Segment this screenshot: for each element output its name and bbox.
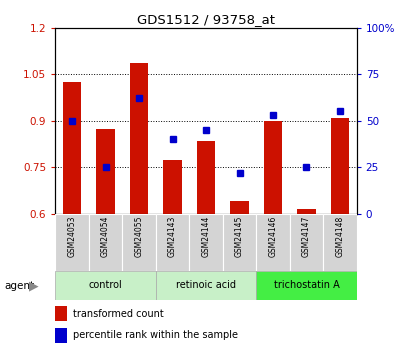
Bar (63, 82, 81, 214)
Bar (55, 271, 155, 300)
Bar (196, 141, 215, 214)
Bar (256, 214, 289, 271)
Text: GSM24145: GSM24145 (234, 216, 243, 257)
Bar (130, 63, 148, 214)
Bar (163, 159, 181, 214)
Bar (155, 271, 256, 300)
Bar (55, 306, 67, 321)
Bar (256, 271, 356, 300)
Text: ▶: ▶ (29, 279, 38, 292)
Title: GDS1512 / 93758_at: GDS1512 / 93758_at (137, 13, 274, 27)
Text: GSM24143: GSM24143 (168, 216, 177, 257)
Bar (96, 128, 115, 214)
Text: GSM24053: GSM24053 (67, 216, 76, 257)
Bar (230, 201, 248, 214)
Text: GSM24054: GSM24054 (101, 216, 110, 257)
Text: GSM24055: GSM24055 (134, 216, 143, 257)
Bar (55, 214, 89, 271)
Bar (330, 118, 348, 214)
Text: trichostatin A: trichostatin A (273, 280, 339, 290)
Bar (55, 328, 67, 343)
Text: GSM24146: GSM24146 (268, 216, 277, 257)
Bar (122, 214, 155, 271)
Bar (297, 209, 315, 214)
Text: agent: agent (4, 281, 34, 290)
Text: GSM24148: GSM24148 (335, 216, 344, 257)
Bar (322, 214, 356, 271)
Bar (263, 121, 281, 214)
Text: GSM24144: GSM24144 (201, 216, 210, 257)
Bar (155, 214, 189, 271)
Text: retinoic acid: retinoic acid (175, 280, 236, 290)
Text: percentile rank within the sample: percentile rank within the sample (73, 330, 238, 340)
Bar (189, 214, 222, 271)
Bar (289, 214, 322, 271)
Text: control: control (88, 280, 122, 290)
Bar (222, 214, 256, 271)
Bar (89, 214, 122, 271)
Text: transformed count: transformed count (73, 309, 164, 319)
Text: GSM24147: GSM24147 (301, 216, 310, 257)
